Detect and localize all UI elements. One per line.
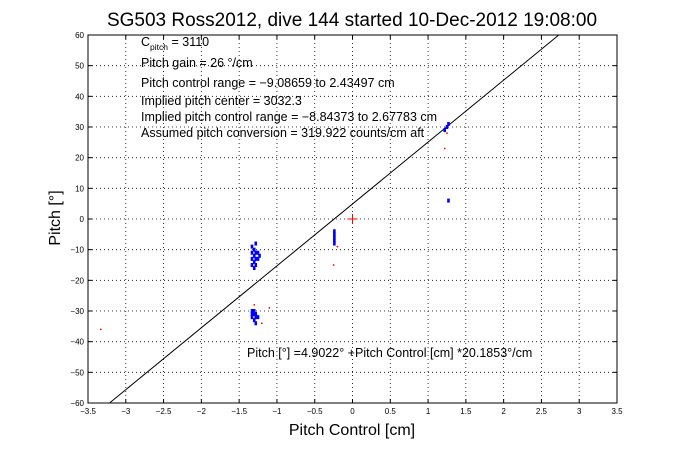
annotation-control-range: Pitch control range = −9.08659 to 2.4349…: [141, 76, 395, 90]
data-points: [99, 121, 450, 331]
fit-line-group: [109, 34, 560, 404]
x-tick-label: 2: [501, 407, 506, 416]
x-tick-label: −2: [197, 407, 207, 416]
data-point: [333, 229, 336, 234]
axis-ticks: [87, 34, 618, 404]
y-tick-label: 10: [75, 184, 84, 193]
data-point: [252, 312, 256, 317]
x-tick-label: −3.5: [80, 407, 96, 416]
data-point: [333, 232, 336, 237]
x-tick-label: −1: [272, 407, 282, 416]
annotation-c-pitch: Cpitch = 3110: [141, 35, 209, 52]
x-tick-label: −0.5: [307, 407, 323, 416]
x-tick-label: −1.5: [231, 407, 247, 416]
x-tick-label: 0: [350, 407, 355, 416]
data-point: [443, 128, 446, 133]
y-tick-label: −20: [70, 276, 84, 285]
y-tick-label: 30: [75, 123, 84, 132]
x-tick-label: 0.5: [385, 407, 397, 416]
annotation-conversion: Assumed pitch conversion = 319.922 count…: [141, 126, 425, 140]
y-tick-label: 50: [75, 62, 84, 71]
fit-line: [109, 34, 560, 404]
data-point: [333, 238, 336, 243]
data-point: [447, 198, 450, 203]
outlier-point: [446, 132, 448, 135]
outlier-point: [443, 147, 446, 150]
outlier-point: [336, 245, 339, 248]
data-point: [250, 312, 254, 317]
data-point: [256, 315, 260, 320]
y-tick-label: 40: [75, 92, 84, 101]
center-marker: [347, 214, 358, 224]
data-point: [252, 318, 256, 323]
x-tick-label: 3.5: [611, 407, 623, 416]
data-point: [254, 321, 258, 326]
y-tick-label: 60: [75, 31, 84, 40]
annotation-implied-center: Implied pitch center = 3032.3: [141, 94, 302, 108]
data-point: [254, 315, 258, 320]
data-point: [252, 247, 256, 252]
data-point: [250, 250, 254, 255]
data-point: [252, 309, 256, 313]
data-point: [254, 256, 258, 261]
c-pitch-subscript: pitch: [150, 42, 168, 52]
annotation-implied-range: Implied pitch control range = −8.84373 t…: [141, 110, 437, 124]
x-tick-label: −2.5: [156, 407, 172, 416]
data-point: [256, 256, 260, 261]
data-point: [258, 253, 261, 258]
x-tick-label: 2.5: [536, 407, 548, 416]
y-tick-label: −10: [70, 246, 84, 255]
data-point: [252, 253, 256, 258]
data-point: [254, 241, 258, 246]
y-tick-label: −30: [70, 307, 84, 316]
data-point: [252, 259, 256, 264]
y-tick-label: 20: [75, 154, 84, 163]
data-point: [333, 235, 336, 240]
annotation-fit-equation: Pitch [°] =4.9022° +Pitch Control [cm] *…: [247, 346, 532, 360]
outlier-point: [253, 303, 256, 306]
outlier-point: [260, 322, 263, 325]
y-axis-label: Pitch [°]: [47, 190, 64, 245]
data-point: [256, 250, 260, 255]
x-tick-label: −3: [121, 407, 131, 416]
annotation-box: Cpitch = 3110 Pitch gain = 26 °/cm Pitch…: [141, 35, 437, 140]
x-tick-label: 1: [426, 407, 431, 416]
y-tick-label: 0: [80, 215, 85, 224]
x-axis-label: Pitch Control [cm]: [289, 422, 415, 439]
outlier-point: [332, 264, 335, 266]
data-point: [250, 244, 254, 249]
axis-tick-labels: −3.5 −3 −2.5 −2 −1.5 −1 −0.5 0 0.5 1 1.5 2 2.5 3 3.5 −6…: [70, 31, 623, 416]
data-point: [445, 125, 449, 129]
data-point: [250, 309, 254, 313]
data-point: [254, 312, 258, 317]
data-point: [250, 256, 254, 261]
data-point: [254, 250, 258, 255]
data-point: [252, 266, 256, 271]
data-point: [250, 315, 254, 320]
c-pitch-value: = 3110: [168, 35, 209, 49]
annotation-pitch-gain: Pitch gain = 26 °/cm: [141, 56, 253, 70]
data-point: [447, 121, 450, 126]
outlier-point: [99, 328, 102, 331]
y-tick-label: −50: [70, 368, 84, 377]
x-tick-label: 1.5: [460, 407, 472, 416]
outlier-point: [268, 307, 271, 309]
data-point: [333, 241, 336, 246]
x-tick-label: 3: [577, 407, 582, 416]
y-tick-label: −40: [70, 338, 84, 347]
y-tick-label: −60: [70, 399, 84, 408]
data-point: [254, 263, 258, 267]
data-point: [250, 263, 254, 267]
chart-title: SG503 Ross2012, dive 144 started 10-Dec-…: [107, 10, 597, 31]
c-pitch-symbol: C: [141, 35, 150, 49]
